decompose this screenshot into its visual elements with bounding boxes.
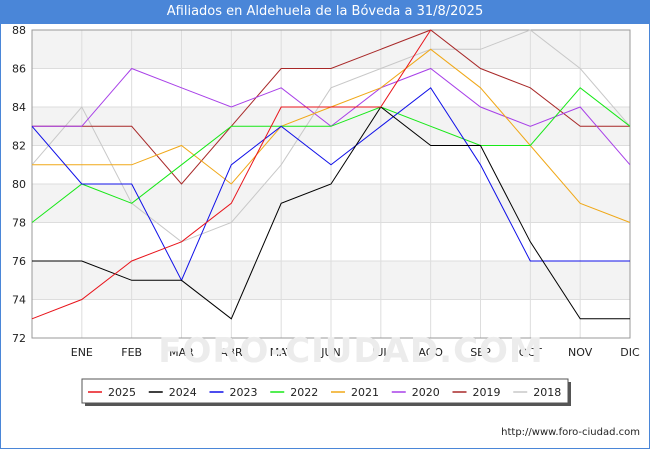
x-tick-label: JUN	[320, 346, 341, 359]
x-tick-label: ABR	[220, 346, 243, 359]
chart-title: Afiliados en Aldehuela de la Bóveda a 31…	[0, 0, 650, 24]
x-tick-label: OCT	[519, 346, 542, 359]
x-tick-label: JUL	[371, 346, 390, 359]
x-tick-label: SEP	[470, 346, 491, 359]
legend-label-2020: 2020	[412, 386, 440, 399]
x-tick-label: ENE	[71, 346, 93, 359]
y-tick-label: 78	[12, 217, 26, 230]
y-tick-label: 86	[12, 63, 26, 76]
plot-border	[31, 29, 631, 339]
legend-label-2018: 2018	[533, 386, 561, 399]
y-tick-label: 76	[12, 255, 26, 268]
x-tick-label: FEB	[121, 346, 142, 359]
legend-label-2023: 2023	[230, 386, 258, 399]
legend-label-2025: 2025	[108, 386, 136, 399]
legend-label-2022: 2022	[290, 386, 318, 399]
source-link[interactable]: http://www.foro-ciudad.com	[501, 427, 640, 438]
x-tick-label: MAY	[270, 346, 293, 359]
y-tick-label: 88	[12, 24, 26, 37]
y-tick-label: 74	[12, 294, 26, 307]
x-tick-label: NOV	[568, 346, 593, 359]
legend-box	[81, 378, 569, 404]
legend-label-2019: 2019	[473, 386, 501, 399]
y-tick-label: 72	[12, 332, 26, 345]
series-line-2019	[32, 29, 630, 185]
watermark: FORO-CIUDAD.COM	[158, 331, 544, 371]
series-line-2025	[31, 29, 432, 320]
x-tick-label: MAR	[169, 346, 194, 359]
x-tick-label: AGO	[418, 346, 443, 359]
series-line-2023	[31, 87, 630, 282]
x-tick-label: DIC	[620, 346, 640, 359]
y-tick-label: 84	[12, 101, 26, 114]
legend-label-2024: 2024	[169, 386, 197, 399]
legend-label-2021: 2021	[351, 386, 379, 399]
series-line-2022	[31, 87, 631, 223]
y-tick-label: 80	[12, 178, 26, 191]
y-tick-label: 82	[12, 140, 26, 153]
series-line-2024	[32, 106, 630, 320]
